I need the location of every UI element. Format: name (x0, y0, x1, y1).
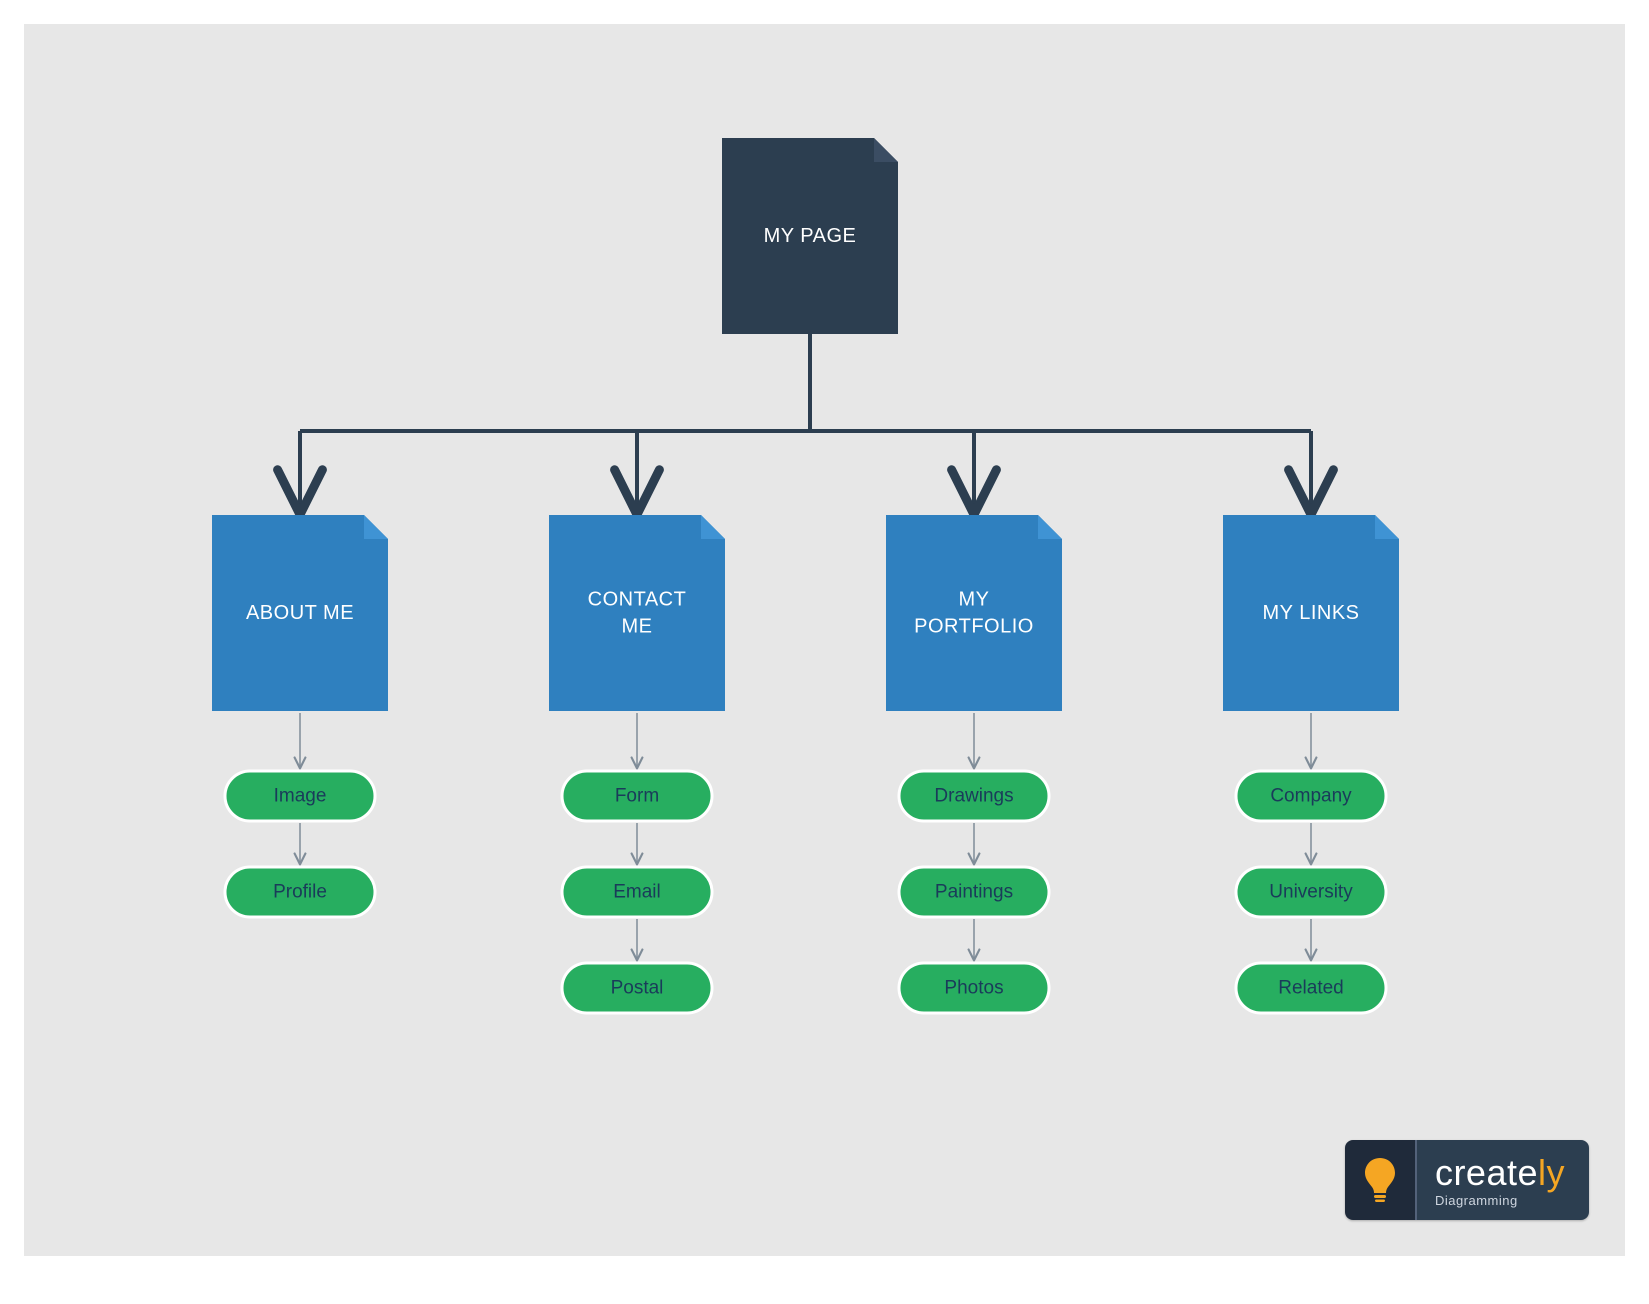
node-label: MY PAGE (764, 225, 857, 247)
leaf-label: University (1269, 882, 1353, 903)
leaf-label: Company (1270, 786, 1352, 807)
node-label: MY LINKS (1263, 602, 1360, 624)
node-label: ME (622, 616, 653, 638)
leaf-label: Email (613, 882, 661, 903)
logo-brand: creately (1435, 1155, 1565, 1191)
logo-text: creately Diagramming (1417, 1140, 1589, 1220)
logo-subtitle: Diagramming (1435, 1193, 1565, 1208)
node-label: PORTFOLIO (914, 616, 1034, 638)
leaf-label: Photos (944, 978, 1003, 999)
leaf-label: Postal (611, 978, 664, 999)
leaf-label: Paintings (935, 882, 1013, 903)
node-label: CONTACT (588, 589, 687, 611)
logo-brand-part2: ly (1538, 1152, 1565, 1193)
leaf-label: Related (1278, 978, 1344, 999)
leaf-label: Form (615, 786, 659, 807)
sitemap-diagram: MY PAGE ABOUT ME Image Profile CONTACT ME Form… (24, 24, 1625, 1256)
diagram-canvas: MY PAGE ABOUT ME Image Profile CONTACT ME Form… (24, 24, 1625, 1256)
logo-brand-part1: create (1435, 1152, 1538, 1193)
leaf-label: Drawings (934, 786, 1013, 807)
leaf-label: Profile (273, 882, 327, 903)
creately-logo: creately Diagramming (1345, 1140, 1589, 1220)
leaf-label: Image (274, 786, 327, 807)
node-label: ABOUT ME (246, 602, 354, 624)
lightbulb-icon (1345, 1140, 1415, 1220)
node-label: MY (959, 589, 990, 611)
